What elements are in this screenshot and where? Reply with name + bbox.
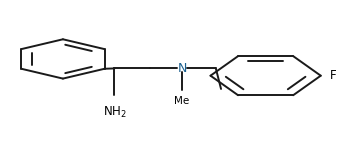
Text: Me: Me [175, 96, 190, 106]
Text: N: N [177, 62, 187, 75]
Text: NH$_2$: NH$_2$ [102, 105, 126, 120]
Text: F: F [330, 69, 336, 82]
